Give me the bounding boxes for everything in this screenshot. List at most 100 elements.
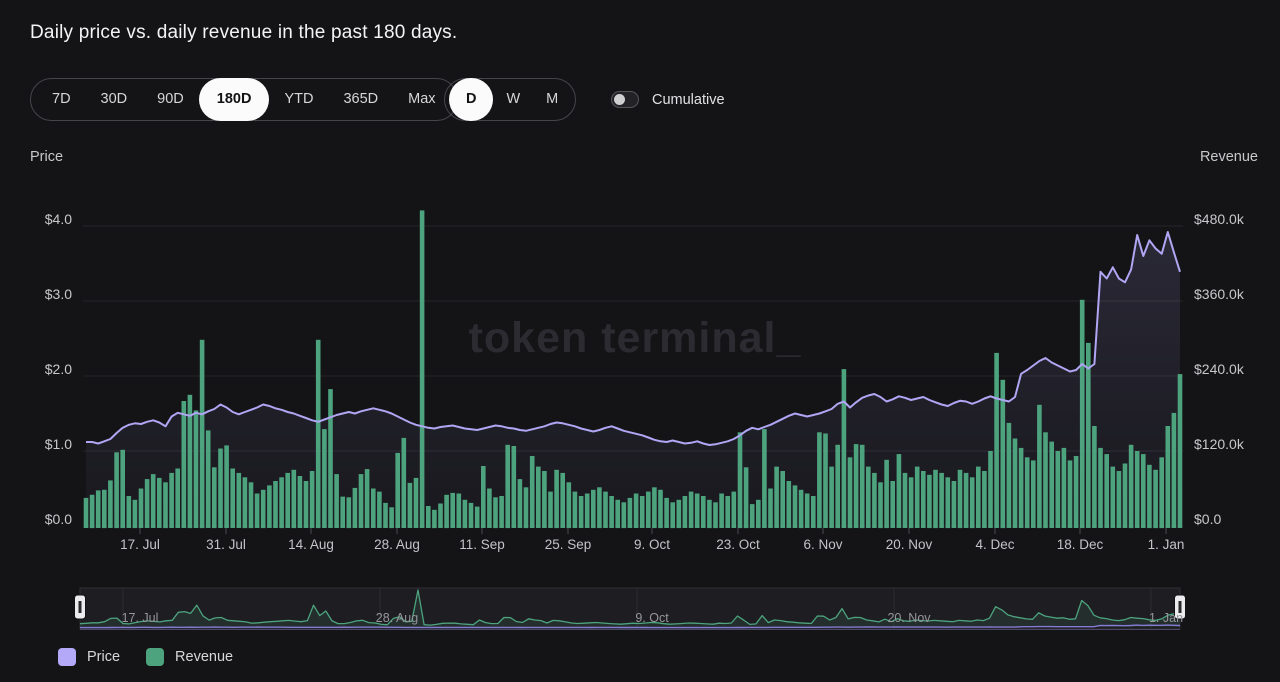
revenue-bar xyxy=(621,502,627,529)
legend-item-price[interactable]: Price xyxy=(58,648,120,666)
granularity-option-m[interactable]: M xyxy=(546,91,559,107)
revenue-bar xyxy=(401,437,407,528)
revenue-bar xyxy=(413,477,419,528)
price-line xyxy=(86,231,1181,446)
range-option-max[interactable]: Max xyxy=(408,91,436,107)
revenue-bar xyxy=(536,466,541,528)
brush-tick-label: 1. Jan xyxy=(1148,611,1184,625)
revenue-bar xyxy=(377,491,382,528)
revenue-bar xyxy=(817,432,822,529)
revenue-bar xyxy=(658,489,663,529)
range-option-180d[interactable]: 180D xyxy=(198,78,270,121)
revenue-bar xyxy=(1116,471,1122,528)
x-axis-tick-label: 31. Jul xyxy=(206,537,246,552)
revenue-bar xyxy=(279,477,284,529)
revenue-bar xyxy=(1079,299,1085,529)
revenue-bar xyxy=(737,432,743,529)
page-title: Daily price vs. daily revenue in the pas… xyxy=(30,22,458,43)
revenue-bar xyxy=(908,477,914,529)
granularity-option-d[interactable]: D xyxy=(449,78,494,121)
revenue-bar xyxy=(768,488,773,528)
cumulative-toggle[interactable] xyxy=(611,91,639,108)
left-axis-tick-label: $3.0 xyxy=(44,286,72,302)
revenue-bar xyxy=(328,389,333,528)
revenue-bar xyxy=(566,482,572,529)
x-axis-tick-label: 1. Jan xyxy=(1147,537,1185,552)
revenue-bar xyxy=(798,489,804,529)
revenue-bar xyxy=(120,449,125,529)
revenue-bar xyxy=(1037,404,1042,529)
revenue-bar xyxy=(615,499,620,529)
revenue-bar xyxy=(346,497,352,529)
revenue-bar xyxy=(267,485,272,528)
left-axis-tick-label: $0.0 xyxy=(44,511,72,527)
x-axis-tick-label: 11. Sep xyxy=(459,537,505,552)
range-option-365d[interactable]: 365D xyxy=(343,91,379,107)
revenue-bar xyxy=(487,488,492,528)
revenue-bar xyxy=(126,496,132,528)
x-axis-tick-label: 23. Oct xyxy=(716,537,760,552)
left-axis-tick-label: $1.0 xyxy=(44,436,72,452)
revenue-bar xyxy=(847,457,853,529)
revenue-bar xyxy=(1067,460,1073,528)
revenue-bar xyxy=(303,481,309,528)
revenue-bar xyxy=(1171,412,1177,528)
revenue-bar xyxy=(682,496,688,528)
revenue-bar xyxy=(181,401,187,528)
revenue-bar xyxy=(468,502,474,528)
revenue-bar xyxy=(823,433,828,528)
revenue-bar xyxy=(1165,426,1171,528)
revenue-bar xyxy=(597,487,602,529)
range-option-7d[interactable]: 7D xyxy=(52,91,71,107)
revenue-bar xyxy=(945,477,951,529)
revenue-bar xyxy=(804,493,810,528)
revenue-bar xyxy=(260,489,266,529)
legend-label: Price xyxy=(87,649,121,665)
revenue-bar xyxy=(291,469,297,529)
revenue-bar xyxy=(481,466,486,528)
revenue-bar xyxy=(976,466,981,528)
revenue-bar xyxy=(713,502,718,529)
revenue-bar xyxy=(193,410,199,528)
right-axis-tick-label: $120.0k xyxy=(1194,436,1244,452)
brush-revenue-area xyxy=(80,590,1180,627)
revenue-bar xyxy=(994,352,999,528)
range-option-30d[interactable]: 30D xyxy=(100,91,128,107)
revenue-bar xyxy=(395,452,400,528)
revenue-bar xyxy=(383,502,388,528)
revenue-bar xyxy=(138,488,144,528)
revenue-bar xyxy=(340,496,345,528)
revenue-bar xyxy=(646,491,651,528)
revenue-bar xyxy=(89,494,95,529)
range-option-ytd[interactable]: YTD xyxy=(284,91,314,107)
revenue-bar xyxy=(1073,456,1079,528)
revenue-bar xyxy=(603,491,608,528)
range-option-90d[interactable]: 90D xyxy=(157,91,184,107)
revenue-bar xyxy=(1122,463,1128,528)
revenue-bar xyxy=(1177,374,1183,528)
revenue-bar xyxy=(927,474,932,529)
legend-item-revenue[interactable]: Revenue xyxy=(146,648,233,666)
x-axis-tick-label: 20. Nov xyxy=(885,537,933,552)
x-axis-tick-label: 28. Aug xyxy=(374,537,420,552)
revenue-bar xyxy=(95,490,101,528)
revenue-bar xyxy=(914,466,920,528)
revenue-bar xyxy=(1086,342,1091,528)
revenue-bar xyxy=(872,472,877,528)
brush-tick-label: 28. Aug xyxy=(375,611,419,625)
revenue-bar xyxy=(199,339,205,529)
revenue-bar xyxy=(242,477,248,529)
revenue-bar xyxy=(144,479,150,528)
granularity-option-w[interactable]: W xyxy=(506,91,521,107)
revenue-bar xyxy=(132,499,138,529)
revenue-bar xyxy=(315,339,321,529)
revenue-bar xyxy=(609,496,614,528)
brush-price-sparkline xyxy=(80,624,1181,629)
revenue-bar xyxy=(187,394,193,529)
revenue-bar xyxy=(951,481,957,528)
revenue-bar xyxy=(963,472,969,528)
revenue-bar xyxy=(456,493,462,528)
revenue-bar xyxy=(774,466,779,528)
